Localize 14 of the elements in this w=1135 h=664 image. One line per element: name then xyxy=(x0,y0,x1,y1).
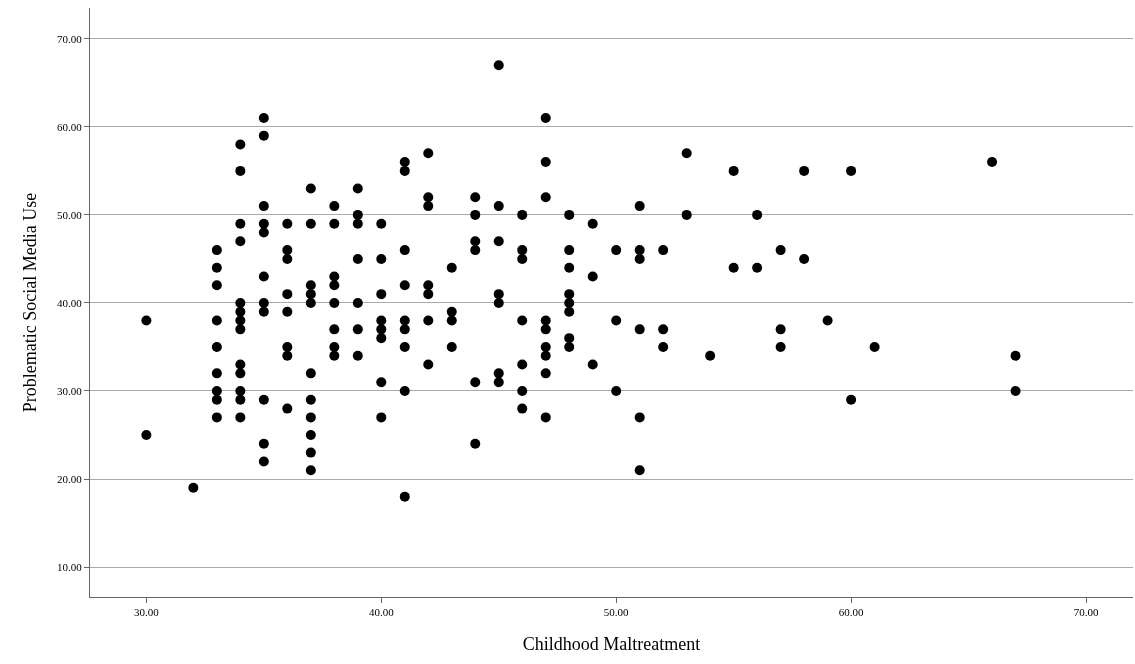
x-tick-label: 60.00 xyxy=(838,606,864,619)
y-tick-label: 50.00 xyxy=(57,208,83,221)
y-tick-label: 30.00 xyxy=(57,384,83,397)
x-axis-title: Childhood Maltreatment xyxy=(522,634,701,655)
y-tick-label: 40.00 xyxy=(57,296,83,309)
x-tick-label: 70.00 xyxy=(1073,606,1099,619)
x-tick-label: 30.00 xyxy=(134,606,160,619)
y-tick-label: 20.00 xyxy=(57,472,83,485)
y-tick-label: 60.00 xyxy=(57,120,83,133)
x-tick-label: 40.00 xyxy=(368,606,395,619)
x-tick-label: 50.00 xyxy=(603,606,630,619)
y-tick-label: 70.00 xyxy=(57,32,83,45)
y-axis-title: Problematic Social Media Use xyxy=(20,192,41,413)
y-tick-label: 10.00 xyxy=(57,560,83,573)
